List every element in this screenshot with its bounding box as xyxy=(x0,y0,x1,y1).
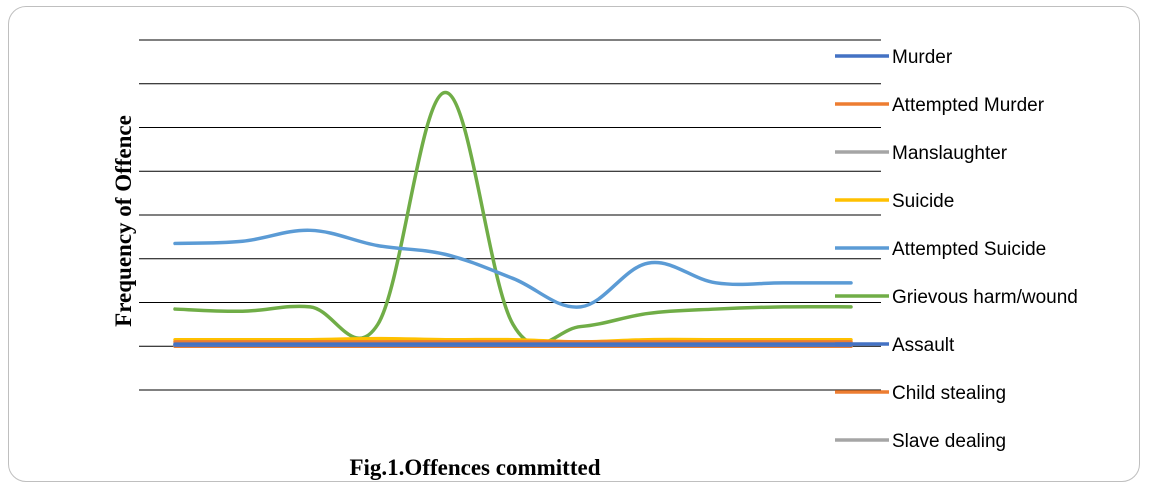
legend-item: Attempted Murder xyxy=(835,95,1045,116)
legend-label: Attempted Murder xyxy=(892,95,1045,116)
gridlines xyxy=(139,39,881,391)
legend-item: Attempted Suicide xyxy=(835,239,1046,260)
legend-item: Child stealing xyxy=(835,383,1006,404)
legend-label: Slave dealing xyxy=(892,431,1006,452)
legend-item: Slave dealing xyxy=(835,431,1006,452)
series-line-grievous-harm-wound xyxy=(173,90,853,346)
legend-label: Murder xyxy=(892,47,953,68)
legend-item: Murder xyxy=(835,47,953,68)
series-line-suicide xyxy=(173,336,853,344)
figure-caption: Fig.1.Offences committed xyxy=(349,455,600,480)
legend-label: Child stealing xyxy=(892,383,1006,404)
y-axis-label: Frequency of Offence xyxy=(111,115,136,327)
legend-label: Suicide xyxy=(892,191,954,212)
legend-item: Manslaughter xyxy=(835,143,1008,164)
legend-item: Suicide xyxy=(835,191,954,212)
legend-item: Assault xyxy=(835,335,955,356)
series-line-attempted-suicide xyxy=(173,228,853,309)
offences-line-chart: Frequency of Offence Murder Attempted Mur… xyxy=(111,39,1078,480)
legend-label: Grievous harm/wound xyxy=(892,287,1078,308)
legend-item: Grievous harm/wound xyxy=(835,287,1078,308)
legend-label: Assault xyxy=(892,335,955,356)
legend-label: Manslaughter xyxy=(892,143,1008,164)
legend: Murder Attempted Murder Manslaughter Suicid… xyxy=(835,47,1078,452)
legend-label: Attempted Suicide xyxy=(892,239,1046,260)
series-lines xyxy=(173,90,853,349)
chart-frame: Frequency of Offence Murder Attempted Mur… xyxy=(8,6,1140,482)
